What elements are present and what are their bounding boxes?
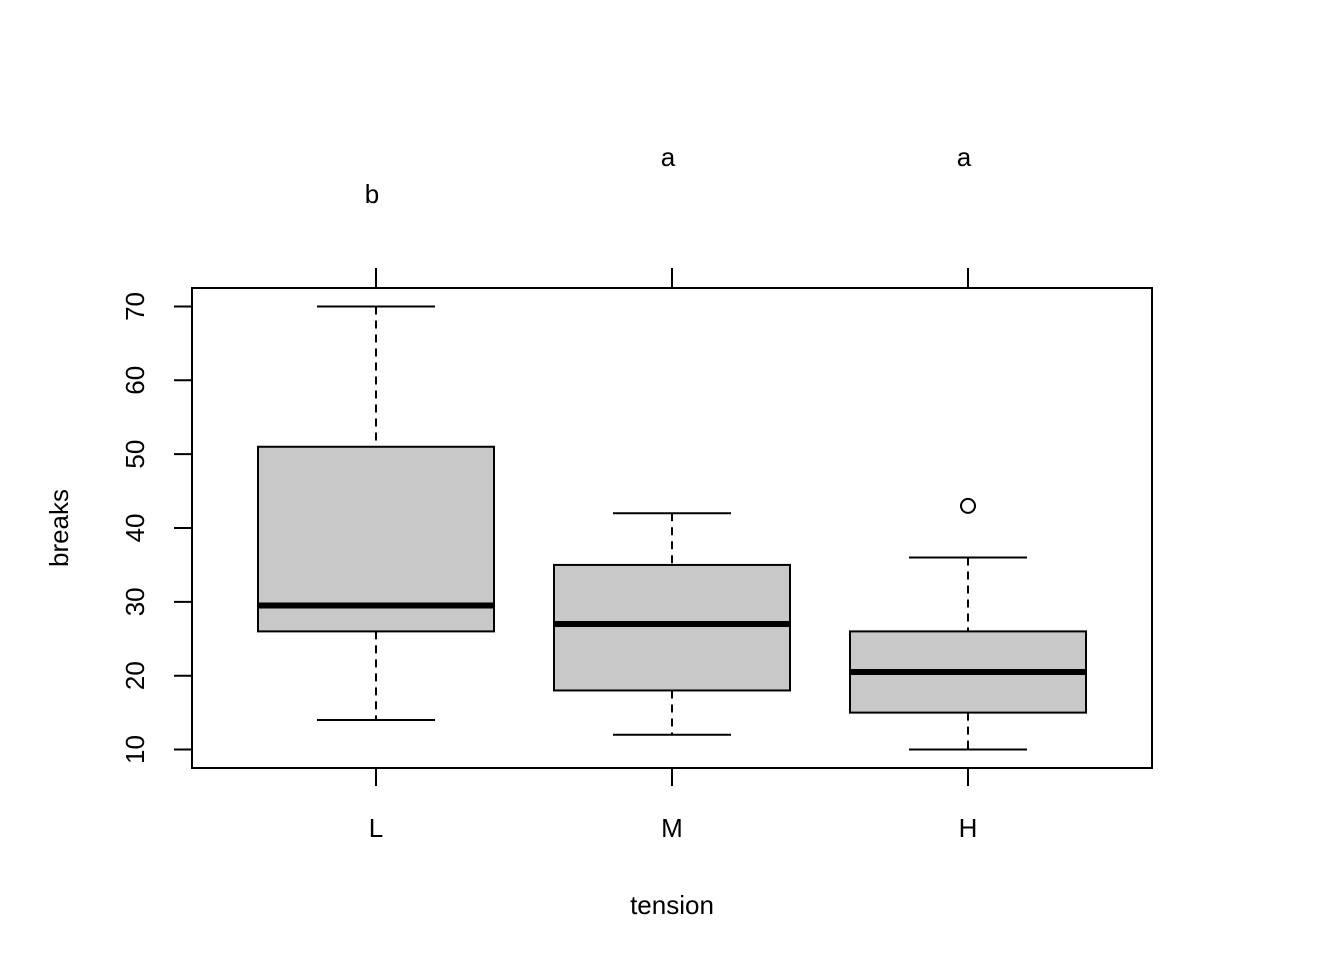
box xyxy=(257,445,495,633)
y-tick-label: 70 xyxy=(120,292,150,321)
x-axis-label: tension xyxy=(630,890,714,920)
box-group xyxy=(849,497,1087,751)
group-letter: b xyxy=(365,179,379,209)
group-letters: b a a xyxy=(365,142,972,209)
group-letter: a xyxy=(661,142,676,172)
group-letter: a xyxy=(957,142,972,172)
y-axis: 10 20 30 40 50 60 70 xyxy=(120,292,192,764)
y-tick-label: 50 xyxy=(120,440,150,469)
box xyxy=(553,563,791,692)
y-axis-label: breaks xyxy=(44,489,74,567)
top-axis-ticks xyxy=(375,268,969,288)
y-tick-label: 40 xyxy=(120,514,150,543)
x-tick-label: M xyxy=(661,813,683,843)
y-tick-label: 10 xyxy=(120,735,150,764)
y-tick-label: 30 xyxy=(120,587,150,616)
box-group xyxy=(257,305,495,721)
box-group xyxy=(553,512,791,736)
y-tick-label: 20 xyxy=(120,661,150,690)
x-tick-label: H xyxy=(959,813,978,843)
outlier-point xyxy=(960,497,976,514)
boxes xyxy=(257,305,1087,751)
y-tick-label: 60 xyxy=(120,366,150,395)
x-tick-label: L xyxy=(369,813,383,843)
